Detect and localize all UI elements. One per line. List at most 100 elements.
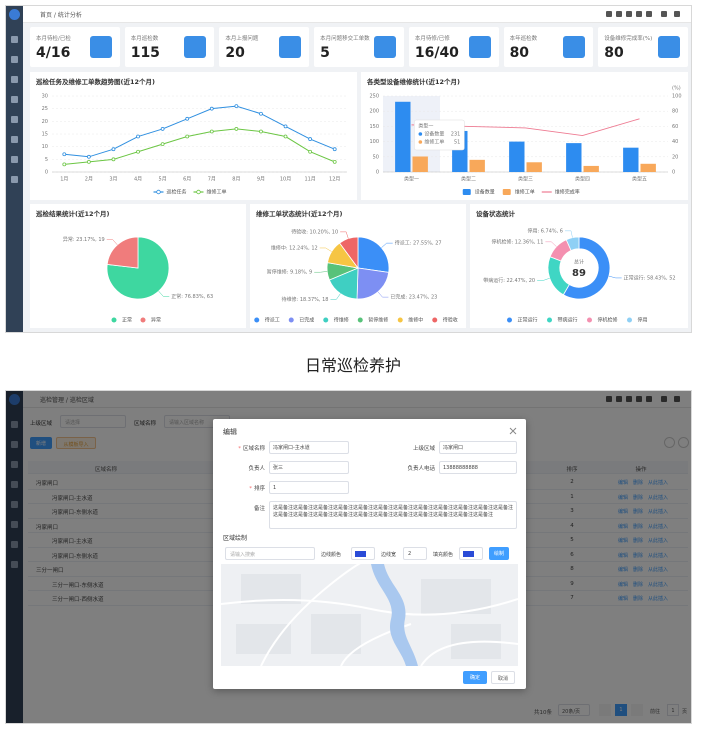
y-tick-label: 150	[369, 124, 379, 130]
field-value: 冯家闸口	[443, 445, 464, 451]
sidebar-icon	[11, 156, 18, 163]
stroke-color-picker[interactable]	[351, 547, 375, 560]
label-line	[158, 290, 170, 297]
legend-marker	[323, 317, 329, 323]
point	[86, 159, 91, 164]
field-input[interactable]: 1	[269, 481, 349, 494]
x-tick-label: 5月	[159, 177, 167, 183]
bar	[395, 101, 411, 172]
sidebar-icon	[11, 96, 18, 103]
chart: 各类型设备维修统计(近12个月) 0 50 100 150 200 250 0 20 40 60 80…	[366, 77, 682, 196]
field-label: 负责人	[205, 464, 265, 472]
stat-card: 本月问题移交工单数 5	[314, 27, 404, 67]
field-input[interactable]: 冯家闸口	[439, 441, 517, 454]
dialog-button[interactable]: 确定	[463, 671, 487, 684]
label-line	[608, 275, 622, 279]
label-text: 区域名称	[242, 446, 265, 452]
stat-card: 本月上报问题 20	[219, 27, 310, 67]
x-tick-label: 7月	[208, 177, 216, 183]
header-icon[interactable]	[626, 11, 632, 17]
x-tick-label: 类型五	[632, 176, 647, 183]
tooltip-value: 51	[454, 140, 460, 146]
slice-label: 停机检修: 12.36%, 11	[492, 238, 544, 245]
bar	[623, 147, 639, 172]
field-input[interactable]: 13888888888	[439, 461, 517, 474]
point	[259, 129, 263, 134]
stat-icon	[563, 36, 586, 58]
legend-label: 异常	[151, 317, 161, 324]
series-line	[64, 105, 335, 158]
label-line	[545, 241, 557, 247]
header-icon[interactable]	[636, 11, 642, 17]
legend-marker	[507, 317, 512, 323]
chart-title: 巡检任务及维修工单数趋势图(近12个月)	[36, 77, 155, 86]
color-swatch	[355, 551, 366, 557]
header-icon[interactable]	[606, 11, 612, 17]
stat-label: 本月巡检数	[130, 36, 159, 42]
map-search[interactable]: 请输入搜索	[225, 547, 315, 560]
legend-label: 巡检任务	[167, 189, 187, 196]
y2-axis-label: (%)	[672, 86, 681, 92]
y-tick-label: 100	[369, 139, 379, 145]
legend-label: 设备数量	[475, 189, 495, 196]
center-label: 总计	[574, 259, 584, 266]
x-tick-label: 11月	[304, 177, 315, 183]
legend-marker	[196, 189, 201, 195]
label-line	[565, 230, 573, 238]
point	[62, 152, 67, 157]
slice-label: 已完成: 23.47%, 23	[390, 294, 437, 301]
stat-value: 16/40	[414, 45, 459, 61]
legend-label: 停机检修	[598, 317, 618, 324]
field-label: 上级区域	[375, 444, 435, 452]
field-input[interactable]: 张三	[269, 461, 349, 474]
point	[62, 162, 67, 167]
y-tick-label: 25	[42, 106, 48, 112]
stat-card: 本年巡检数 80	[503, 27, 594, 67]
header-icon[interactable]	[674, 11, 680, 17]
legend-marker	[140, 317, 146, 323]
x-tick-label: 2月	[85, 177, 93, 183]
y-tick-label: 20	[672, 154, 678, 160]
chart-title: 各类型设备维修统计(近12个月)	[366, 77, 460, 86]
label-text: 备注	[253, 506, 265, 512]
tooltip-marker	[418, 132, 423, 136]
chart: 维修工单状态统计(近12个月) 待派工: 27.55%, 27 已完成: 23.47…	[254, 209, 458, 324]
header-icon[interactable]	[646, 11, 652, 17]
point	[209, 106, 214, 111]
sidebar-icon	[11, 136, 18, 143]
legend-marker	[502, 189, 511, 195]
stat-label: 设备维修完成率(%)	[604, 36, 653, 42]
bar	[583, 165, 599, 172]
stat-label: 本月待修/已修	[414, 36, 450, 42]
header-icon[interactable]	[616, 11, 622, 17]
field-input[interactable]: 冯家闸口-主水道	[269, 441, 349, 454]
y-tick-label: 30	[42, 94, 48, 100]
map-road	[260, 564, 381, 666]
pie-slice	[339, 236, 359, 270]
point	[160, 127, 165, 131]
bar	[469, 159, 485, 172]
close-button[interactable]	[509, 427, 517, 435]
label-text: 负责人电话	[407, 466, 435, 472]
stroke-width-label: 边线宽	[381, 552, 397, 558]
legend-label: 待维修	[334, 317, 349, 324]
y-tick-label: 5	[45, 157, 48, 163]
stat-value: 20	[225, 45, 245, 61]
legend-label: 带病运行	[558, 317, 578, 324]
stroke-width-select[interactable]: 2	[403, 547, 427, 560]
point	[111, 147, 116, 152]
field-value: 这是备注这是备注这是备注这是备注这是备注这是备注这是备注这是备注这是备注这是备注…	[273, 505, 514, 518]
slice-label: 停用: 6.74%, 6	[527, 227, 563, 234]
legend-marker	[627, 317, 632, 323]
fill-color-picker[interactable]	[459, 547, 483, 560]
header-icon[interactable]	[661, 11, 667, 17]
field-textarea[interactable]: 这是备注这是备注这是备注这是备注这是备注这是备注这是备注这是备注这是备注这是备注…	[269, 501, 517, 529]
point	[332, 159, 337, 164]
y-tick-label: 0	[376, 170, 379, 176]
logo	[9, 9, 20, 20]
chart: 巡检任务及维修工单数趋势图(近12个月) 0 5 10 15 20 25 30 1月 2月 3月 4月…	[36, 77, 347, 196]
point	[234, 127, 239, 131]
dialog-button[interactable]: 取消	[491, 671, 515, 684]
draw-button[interactable]: 绘制	[489, 547, 509, 560]
point	[332, 147, 337, 152]
